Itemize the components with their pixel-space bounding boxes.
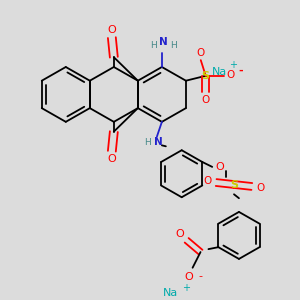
Text: N: N	[160, 37, 168, 46]
Text: -: -	[238, 66, 243, 76]
Text: H: H	[151, 41, 157, 50]
Text: H: H	[170, 41, 177, 50]
Text: O: O	[202, 95, 210, 105]
Text: Na: Na	[212, 67, 227, 77]
Text: S: S	[230, 179, 238, 190]
Text: O: O	[184, 272, 193, 281]
Text: O: O	[203, 176, 212, 186]
Text: O: O	[175, 230, 184, 239]
Text: O: O	[107, 25, 116, 35]
Text: -: -	[199, 272, 203, 281]
Text: O: O	[256, 183, 265, 194]
Text: +: +	[182, 283, 190, 293]
Text: +: +	[229, 60, 237, 70]
Text: Na: Na	[163, 288, 178, 298]
Text: O: O	[196, 48, 205, 58]
Text: H: H	[144, 138, 150, 147]
Text: N: N	[154, 137, 162, 147]
Text: S: S	[202, 71, 210, 81]
Text: O: O	[226, 70, 235, 80]
Text: O: O	[107, 154, 116, 164]
Text: O: O	[216, 162, 224, 172]
